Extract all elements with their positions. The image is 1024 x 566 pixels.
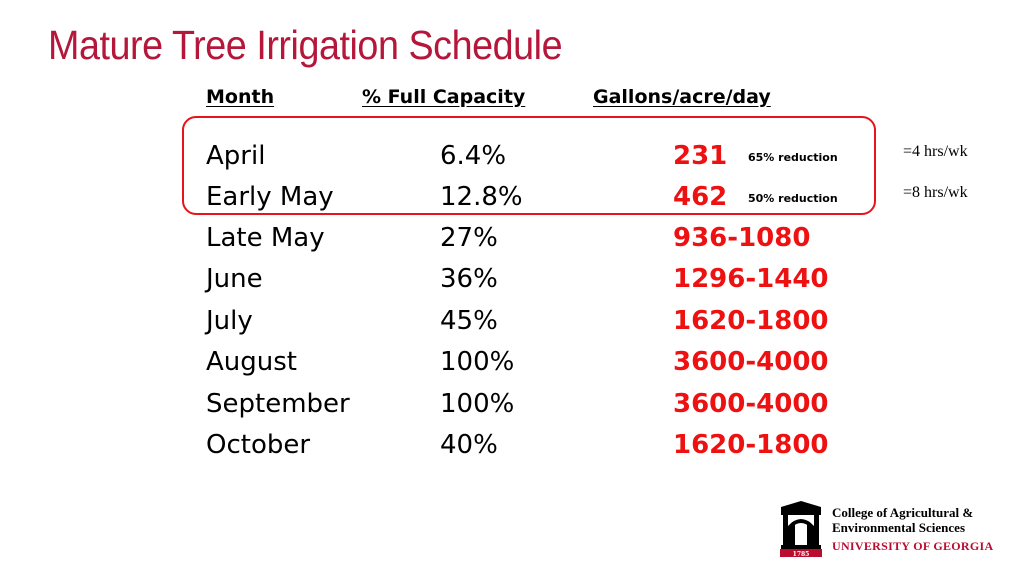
hours-note: =8 hrs/wk (903, 184, 968, 201)
month-cell: April (206, 141, 266, 171)
month-cell: August (206, 347, 297, 377)
college-name-line1: College of Agricultural & (832, 505, 974, 520)
capacity-cell: 12.8% (440, 182, 523, 212)
table-row: Early May 12.8% 462 50% reduction =8 hrs… (0, 182, 1024, 223)
capacity-cell: 100% (440, 347, 515, 377)
month-cell: Early May (206, 182, 334, 212)
gallons-cell: 936-1080 (673, 223, 811, 253)
column-header-capacity: % Full Capacity (362, 86, 526, 108)
month-cell: July (206, 306, 253, 336)
column-header-month: Month (206, 86, 275, 108)
college-name-line2: Environmental Sciences (832, 520, 966, 535)
reduction-note: 50% reduction (748, 192, 838, 205)
reduction-note: 65% reduction (748, 151, 838, 164)
gallons-cell: 231 (673, 141, 728, 171)
month-cell: September (206, 389, 350, 419)
gallons-cell: 3600-4000 (673, 389, 829, 419)
university-name: UNIVERSITY OF GEORGIA (832, 539, 994, 553)
gallons-cell: 3600-4000 (673, 347, 829, 377)
column-header-gallons: Gallons/acre/day (593, 86, 771, 108)
capacity-cell: 100% (440, 389, 515, 419)
month-cell: Late May (206, 223, 325, 253)
gallons-cell: 1620-1800 (673, 430, 829, 460)
table-row: October 40% 1620-1800 (0, 430, 1024, 471)
logo-year: 1785 (793, 551, 810, 558)
month-cell: October (206, 430, 311, 460)
table-row: July 45% 1620-1800 (0, 306, 1024, 347)
capacity-cell: 40% (440, 430, 498, 460)
capacity-cell: 6.4% (440, 141, 507, 171)
gallons-cell: 1620-1800 (673, 306, 829, 336)
table-row: August 100% 3600-4000 (0, 347, 1024, 388)
capacity-cell: 36% (440, 264, 498, 294)
gallons-cell: 1296-1440 (673, 264, 829, 294)
table-row: April 6.4% 231 65% reduction =4 hrs/wk (0, 141, 1024, 182)
capacity-cell: 27% (440, 223, 498, 253)
hours-note: =4 hrs/wk (903, 143, 968, 160)
highlight-box (182, 116, 876, 215)
table-row: June 36% 1296-1440 (0, 264, 1024, 305)
gallons-cell: 462 (673, 182, 728, 212)
capacity-cell: 45% (440, 306, 498, 336)
page-title: Mature Tree Irrigation Schedule (48, 22, 563, 68)
table-row: Late May 27% 936-1080 (0, 223, 1024, 264)
month-cell: June (206, 264, 263, 294)
college-name: College of Agricultural & Environmental … (832, 505, 973, 535)
table-row: September 100% 3600-4000 (0, 389, 1024, 430)
uga-arch-logo-icon: 1785 (780, 501, 822, 558)
